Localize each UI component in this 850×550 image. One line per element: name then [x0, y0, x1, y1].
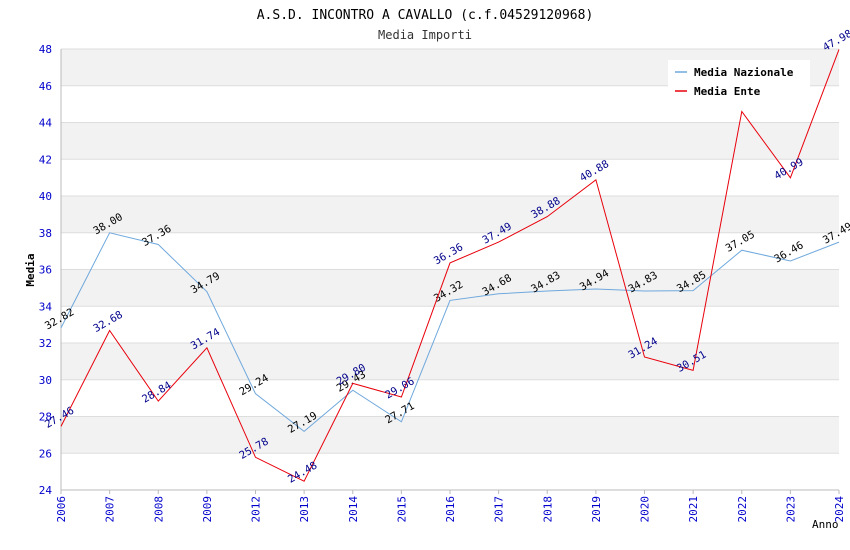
y-tick-label: 42	[39, 153, 52, 166]
band-24	[61, 453, 839, 490]
y-tick-label: 28	[39, 411, 52, 424]
y-tick-label: 40	[39, 190, 52, 203]
band-28	[61, 379, 839, 417]
y-tick-label: 24	[39, 484, 53, 497]
y-tick-label: 38	[39, 227, 52, 240]
y-tick-label: 32	[39, 337, 52, 350]
x-tick-label: 2016	[444, 496, 457, 523]
band-26	[61, 416, 839, 454]
y-tick-label: 26	[39, 447, 52, 460]
y-tick-label: 44	[39, 117, 53, 130]
x-axis-label: Anno	[812, 518, 839, 531]
y-axis-label: Media	[24, 253, 37, 286]
x-tick-label: 2023	[784, 496, 797, 523]
band-40	[61, 159, 839, 196]
y-tick-label: 48	[39, 43, 52, 56]
y-tick-label: 30	[39, 374, 52, 387]
x-tick-label: 2015	[395, 496, 408, 523]
series-line-media-nazionale	[60, 232, 840, 433]
background-bands	[61, 49, 839, 490]
x-tick-label: 2006	[55, 496, 68, 523]
series-line-media-ente	[60, 49, 840, 482]
legend: Media Nazionale Media Ente	[668, 60, 810, 104]
y-tick-label: 46	[39, 80, 52, 93]
x-tick-label: 2014	[347, 496, 360, 523]
chart-title: A.S.D. INCONTRO A CAVALLO (c.f.045291209…	[257, 8, 594, 23]
band-42	[61, 122, 839, 160]
chart-subtitle: Media Importi	[378, 28, 472, 42]
x-tick-label: 2024	[833, 496, 846, 523]
x-tick-label: 2019	[590, 496, 603, 523]
x-tick-label: 2017	[493, 496, 506, 523]
x-axis-ticks: 2006 2007 2008 2009 2012 2013 2014 2015 2016 2017…	[55, 490, 846, 523]
y-tick-label: 36	[39, 264, 52, 277]
legend-entry: Media Ente	[694, 85, 761, 98]
x-tick-label: 2012	[250, 496, 263, 523]
x-tick-label: 2009	[201, 496, 214, 523]
x-tick-label: 2008	[152, 496, 165, 523]
x-tick-label: 2020	[639, 496, 652, 523]
y-tick-label: 34	[39, 300, 53, 313]
band-32	[61, 306, 839, 343]
x-tick-label: 2018	[541, 496, 554, 523]
y-axis-ticks: 24 26 28 30 32 34 36 38 40 42 44 46 48	[39, 43, 53, 497]
band-38	[61, 196, 839, 233]
x-tick-label: 2022	[736, 496, 749, 523]
x-tick-label: 2013	[298, 496, 311, 523]
band-30	[61, 343, 839, 380]
legend-box	[668, 60, 810, 104]
x-tick-label: 2007	[104, 496, 117, 523]
x-tick-label: 2021	[687, 496, 700, 523]
legend-entry: Media Nazionale	[694, 66, 794, 79]
